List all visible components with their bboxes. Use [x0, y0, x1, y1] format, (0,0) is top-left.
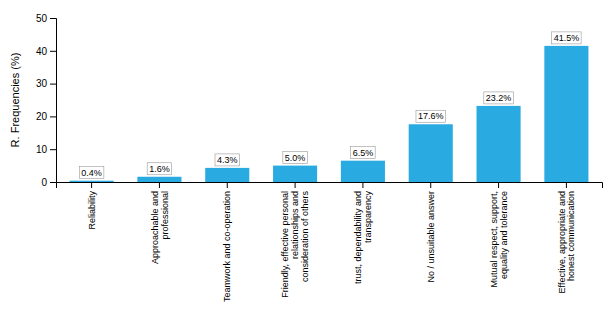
data-label-group: 4.3% [215, 154, 240, 166]
bar [70, 181, 114, 182]
tick-label-line: No / unsuitable answer [426, 191, 436, 283]
data-label-group: 0.4% [79, 167, 104, 179]
tick: Mutual respect, support,equality and tol… [489, 182, 509, 288]
tick-label: Friendly, effective personalrelationship… [280, 191, 310, 298]
tick-label-line: relationships and [290, 191, 300, 259]
tick-mark [295, 182, 296, 188]
tick: 0 [41, 177, 56, 188]
tick-label: Approachable andprofessional [150, 191, 170, 264]
data-label-box [283, 152, 308, 164]
bar [137, 177, 181, 182]
tick: 10 [36, 144, 56, 155]
tick-mark [227, 182, 228, 188]
tick: trust, dependability andtransparency [353, 182, 373, 284]
data-label-box [351, 147, 376, 159]
y-axis-title: R. Frequencies (%) [9, 53, 21, 148]
data-label: 5.0% [285, 153, 306, 163]
data-label-box [215, 154, 240, 166]
tick-label: 30 [36, 78, 48, 89]
x-axis: Reliability Approachable andprofessional T… [57, 182, 603, 302]
data-label: 1.6% [149, 164, 170, 174]
tick-mark [430, 182, 431, 188]
tick-mark [50, 84, 56, 85]
tick-mark [50, 182, 56, 183]
tick-label-line: equality and tolerance [499, 191, 509, 279]
tick-label-line: Reliability [87, 191, 97, 230]
tick: 40 [36, 46, 56, 57]
data-label-group: 17.6% [416, 110, 446, 122]
data-label-box [147, 163, 172, 175]
bars [70, 46, 589, 182]
chart: 0 10 20 30 40 50 Reliability Approachable andpr… [0, 0, 616, 332]
tick-mark [159, 182, 160, 188]
data-label: 41.5% [554, 33, 580, 43]
data-label-group: 41.5% [552, 32, 582, 44]
data-label: 23.2% [486, 93, 512, 103]
bar [205, 168, 249, 182]
tick: Teamwork and co-operation [222, 182, 232, 302]
tick-label: Reliability [87, 191, 97, 230]
tick-label: 40 [36, 46, 48, 57]
tick-label: 20 [36, 111, 48, 122]
bar [544, 46, 588, 182]
tick-label-line: transparency [363, 191, 373, 244]
tick-label-line: Friendly, effective personal [280, 191, 290, 298]
tick-mark [50, 149, 56, 150]
bar [341, 161, 385, 182]
data-label-group: 1.6% [147, 163, 172, 175]
tick-mark [50, 116, 56, 117]
data-label: 17.6% [418, 111, 444, 121]
tick: 50 [36, 13, 56, 24]
data-label: 0.4% [81, 168, 102, 178]
axis-line [57, 183, 603, 189]
tick-label: Teamwork and co-operation [222, 191, 232, 302]
tick-label: No / unsuitable answer [426, 191, 436, 283]
tick-label-line: consideration of others [300, 191, 310, 283]
data-label-group: 5.0% [283, 152, 308, 164]
tick: No / unsuitable answer [426, 182, 436, 283]
tick-label-line: professional [160, 191, 170, 240]
tick: Effective, appropriate andhonest communi… [557, 182, 577, 293]
tick-mark [362, 182, 363, 188]
data-label-group: 6.5% [351, 147, 376, 159]
tick-mark [50, 18, 56, 19]
tick-label: 10 [36, 144, 48, 155]
data-labels: 0.4% 1.6% 4.3% 5.0% 6.5% 17.6% 23.2% 41.5% [79, 32, 581, 179]
tick-label: 50 [36, 13, 48, 24]
tick-mark [91, 182, 92, 188]
data-label-box [484, 92, 514, 104]
tick-mark [50, 51, 56, 52]
tick-mark [498, 182, 499, 188]
tick: Friendly, effective personalrelationship… [280, 182, 310, 298]
data-label: 6.5% [353, 148, 374, 158]
data-label-group: 23.2% [484, 92, 514, 104]
tick-label-line: Teamwork and co-operation [222, 191, 232, 302]
axis-line [50, 19, 57, 183]
tick: 20 [36, 111, 56, 122]
bar [409, 124, 453, 182]
tick: Reliability [87, 182, 97, 230]
plot: 0 10 20 30 40 50 Reliability Approachable andpr… [36, 13, 603, 302]
data-label-box [416, 110, 446, 122]
tick: Approachable andprofessional [150, 182, 170, 264]
data-label-box [552, 32, 582, 44]
tick-label-line: Approachable and [150, 191, 160, 264]
tick-label-line: trust, dependability and [353, 191, 363, 284]
tick-label: Mutual respect, support,equality and tol… [489, 191, 509, 288]
data-label-box [79, 167, 104, 179]
data-label: 4.3% [217, 155, 238, 165]
tick-label-line: honest communication [566, 191, 576, 281]
tick-label: 0 [41, 177, 47, 188]
tick: 30 [36, 78, 56, 89]
bar [273, 166, 317, 182]
tick-label-line: Mutual respect, support, [489, 191, 499, 288]
tick-label: trust, dependability andtransparency [353, 191, 373, 285]
tick-mark [566, 182, 567, 188]
tick-label: Effective, appropriate andhonest communi… [557, 191, 577, 293]
y-axis: 0 10 20 30 40 50 [36, 13, 57, 188]
bar [477, 106, 521, 182]
tick-label-line: Effective, appropriate and [557, 191, 567, 293]
